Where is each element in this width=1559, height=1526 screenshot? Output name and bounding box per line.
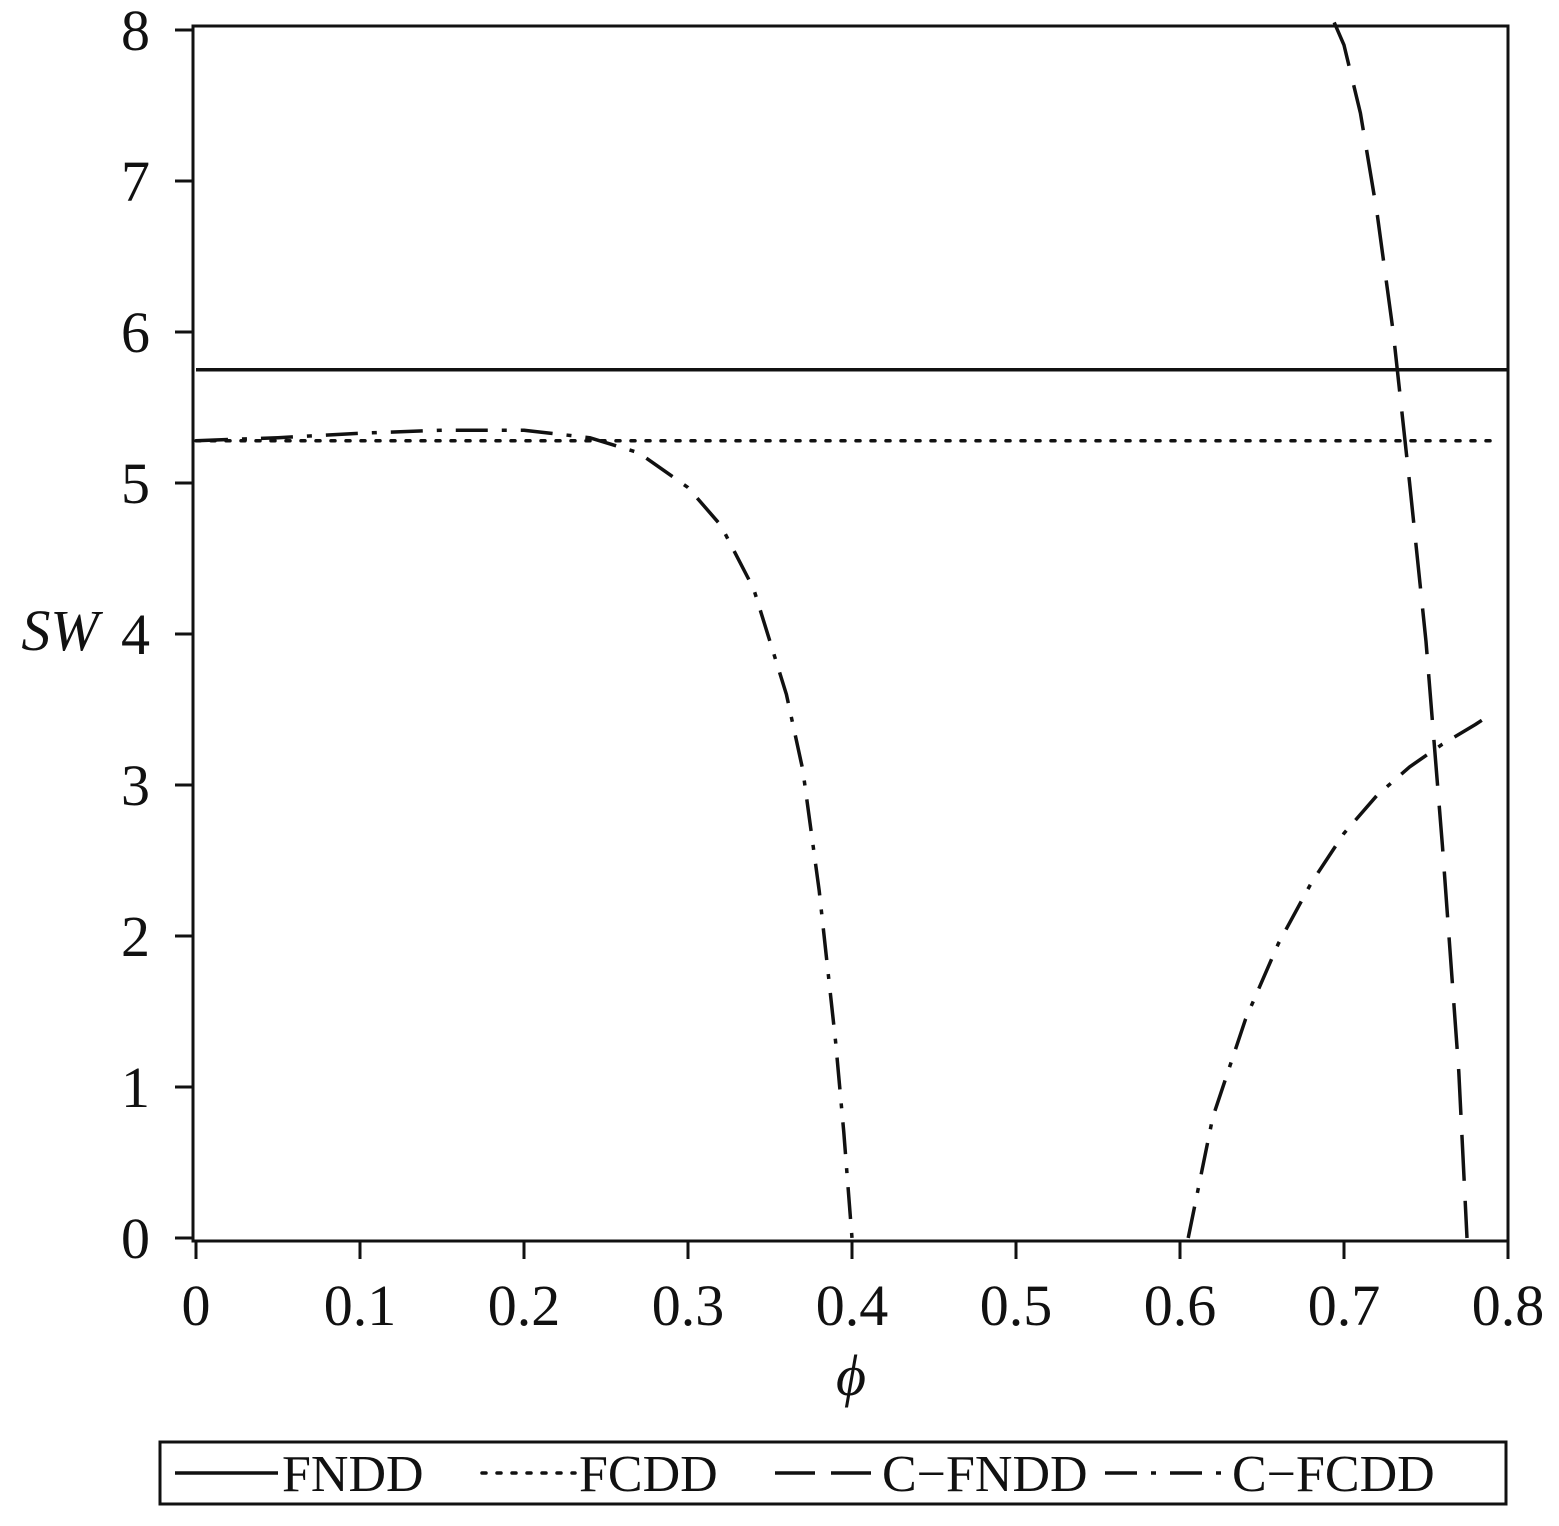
y-axis-label: SW [21, 598, 103, 663]
series-line [1186, 712, 1493, 1239]
series-cfcdd [195, 428, 1493, 1239]
y-tick-label: 6 [121, 300, 150, 365]
y-tick-label: 3 [121, 753, 150, 818]
y-tick-label: 8 [121, 0, 150, 63]
x-tick-label: 0.4 [816, 1273, 889, 1338]
x-tick-label: 0 [182, 1273, 211, 1338]
x-tick-label: 0.2 [488, 1273, 561, 1338]
legend-label: C−FNDD [882, 1446, 1088, 1503]
y-tick-label: 4 [121, 602, 150, 667]
y-tick-label: 2 [121, 904, 150, 969]
series-line [1332, 21, 1469, 1239]
x-tick-label: 0.1 [324, 1273, 397, 1338]
x-tick-label: 0.8 [1472, 1273, 1545, 1338]
series-line [195, 428, 854, 1239]
x-axis-label: ϕ [836, 1343, 866, 1408]
x-tick-label: 0.5 [980, 1273, 1053, 1338]
legend-label: C−FCDD [1232, 1446, 1435, 1503]
x-tick-label: 0.3 [652, 1273, 725, 1338]
plot-frame [191, 24, 1510, 1243]
x-axis-ticks: 0 0.1 0.2 0.3 0.4 0.5 0.6 0.7 0.8 [182, 1241, 1545, 1338]
y-tick-label: 5 [121, 451, 150, 516]
x-tick-label: 0.6 [1144, 1273, 1217, 1338]
legend-label: FNDD [282, 1446, 424, 1503]
y-tick-label: 1 [121, 1055, 150, 1120]
series-layer [194, 21, 1508, 1239]
y-axis-ticks: 0 1 2 3 4 5 6 7 8 [121, 0, 193, 1271]
x-tick-label: 0.7 [1308, 1273, 1381, 1338]
y-tick-label: 0 [121, 1206, 150, 1271]
legend: FNDD FCDD C−FNDD C−FCDD [158, 1440, 1508, 1506]
legend-label: FCDD [579, 1446, 718, 1503]
series-cfndd [1332, 21, 1469, 1239]
y-tick-label: 7 [121, 149, 150, 214]
